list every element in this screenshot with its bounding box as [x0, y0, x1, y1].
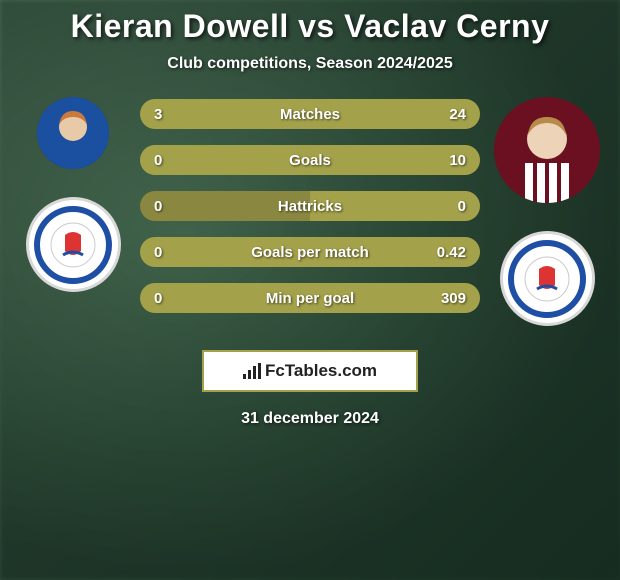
fctables-logo[interactable]: FcTables.com [202, 350, 418, 392]
comparison-row: 3Matches240Goals100Hattricks00Goals per … [0, 97, 620, 326]
stat-bar: 3Matches24 [140, 99, 480, 129]
stat-value-right: 0 [458, 198, 466, 215]
stat-bar: 0Goals per match0.42 [140, 237, 480, 267]
stat-value-right: 0.42 [437, 244, 466, 261]
left-player-photo [37, 97, 109, 169]
subtitle: Club competitions, Season 2024/2025 [0, 55, 620, 73]
logo-text: FcTables.com [265, 361, 377, 381]
right-player-photo [494, 97, 600, 203]
right-player-col [492, 97, 602, 326]
stat-value-right: 24 [449, 106, 466, 123]
stat-label: Min per goal [140, 290, 480, 307]
left-club-badge [26, 197, 121, 292]
stat-value-right: 309 [441, 290, 466, 307]
stat-bar: 0Min per goal309 [140, 283, 480, 313]
stats-bars: 3Matches240Goals100Hattricks00Goals per … [140, 97, 480, 313]
stat-label: Goals [140, 152, 480, 169]
date-label: 31 december 2024 [0, 410, 620, 428]
stat-value-right: 10 [449, 152, 466, 169]
stat-label: Matches [140, 106, 480, 123]
left-player-col [18, 97, 128, 292]
stat-label: Hattricks [140, 198, 480, 215]
stat-bar: 0Goals10 [140, 145, 480, 175]
right-club-badge [500, 231, 595, 326]
stat-label: Goals per match [140, 244, 480, 261]
bars-icon [243, 363, 261, 379]
page-title: Kieran Dowell vs Vaclav Cerny [0, 8, 620, 45]
stat-bar: 0Hattricks0 [140, 191, 480, 221]
